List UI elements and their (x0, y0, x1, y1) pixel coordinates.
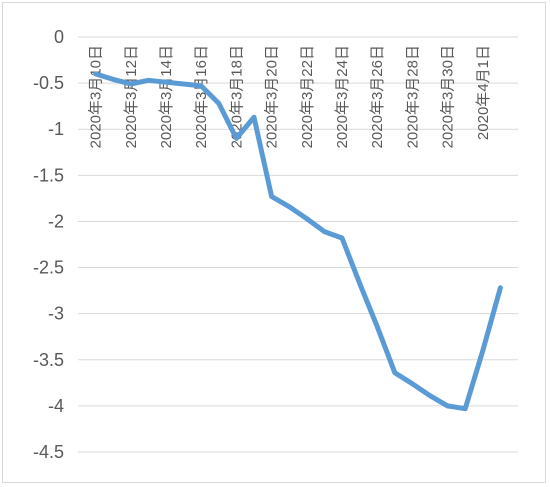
y-tick-label: -2 (48, 211, 64, 231)
y-tick-label: -3 (48, 304, 64, 324)
data-point (305, 217, 308, 220)
data-point (164, 80, 168, 84)
x-tick-label: 2020年3月10日 (88, 45, 105, 148)
data-point (393, 371, 396, 374)
data-point (340, 236, 344, 240)
x-tick-label: 2020年3月26日 (369, 45, 386, 148)
data-point (94, 72, 97, 76)
data-point (235, 137, 238, 140)
data-point (411, 382, 414, 385)
data-point (288, 205, 291, 208)
y-tick-label: -0.5 (33, 73, 64, 93)
x-axis-tick-labels: 2020年3月10日 2020年3月12日 2020年3月14日 2020年3月16日… (88, 45, 492, 148)
x-tick-label: 2020年4月1日 (475, 45, 492, 140)
data-point (446, 404, 449, 408)
x-tick-label: 2020年3月16日 (193, 45, 210, 148)
data-point (147, 79, 150, 82)
data-point (129, 82, 132, 86)
x-tick-label: 2020年3月18日 (228, 45, 245, 148)
data-point (376, 325, 379, 328)
y-tick-label: -1 (48, 119, 64, 139)
data-point (182, 82, 185, 86)
data-point (112, 78, 115, 81)
x-tick-label: 2020年3月24日 (334, 45, 351, 148)
data-point (200, 84, 203, 88)
data-point (217, 102, 220, 105)
data-point (481, 349, 484, 352)
x-tick-label: 2020年3月28日 (404, 45, 421, 148)
data-point (428, 394, 432, 397)
data-point (464, 407, 467, 410)
data-point (323, 230, 326, 233)
y-tick-label: 0 (54, 27, 64, 47)
x-tick-label: 2020年3月20日 (264, 45, 281, 148)
series-layer (93, 71, 503, 412)
y-tick-label: -1.5 (33, 165, 64, 185)
y-axis-tick-labels: 0 -0.5 -1 -1.5 -2 -2.5 -3 -3.5 -4 -4.5 (33, 27, 64, 462)
x-tick-label: 2020年3月14日 (158, 45, 175, 148)
data-point (252, 116, 256, 119)
data-point (270, 195, 273, 198)
data-point (358, 282, 361, 285)
x-tick-label: 2020年3月22日 (299, 45, 316, 148)
series-line-0 (93, 71, 503, 412)
chart-frame (2, 2, 546, 483)
y-tick-label: -3.5 (33, 350, 64, 370)
x-tick-label: 2020年3月30日 (440, 45, 457, 148)
y-tick-label: -4.5 (33, 442, 64, 462)
y-tick-label: -4 (48, 396, 64, 416)
y-tick-label: -2.5 (33, 258, 64, 278)
x-tick-label: 2020年3月12日 (123, 45, 140, 148)
data-point (499, 286, 502, 290)
